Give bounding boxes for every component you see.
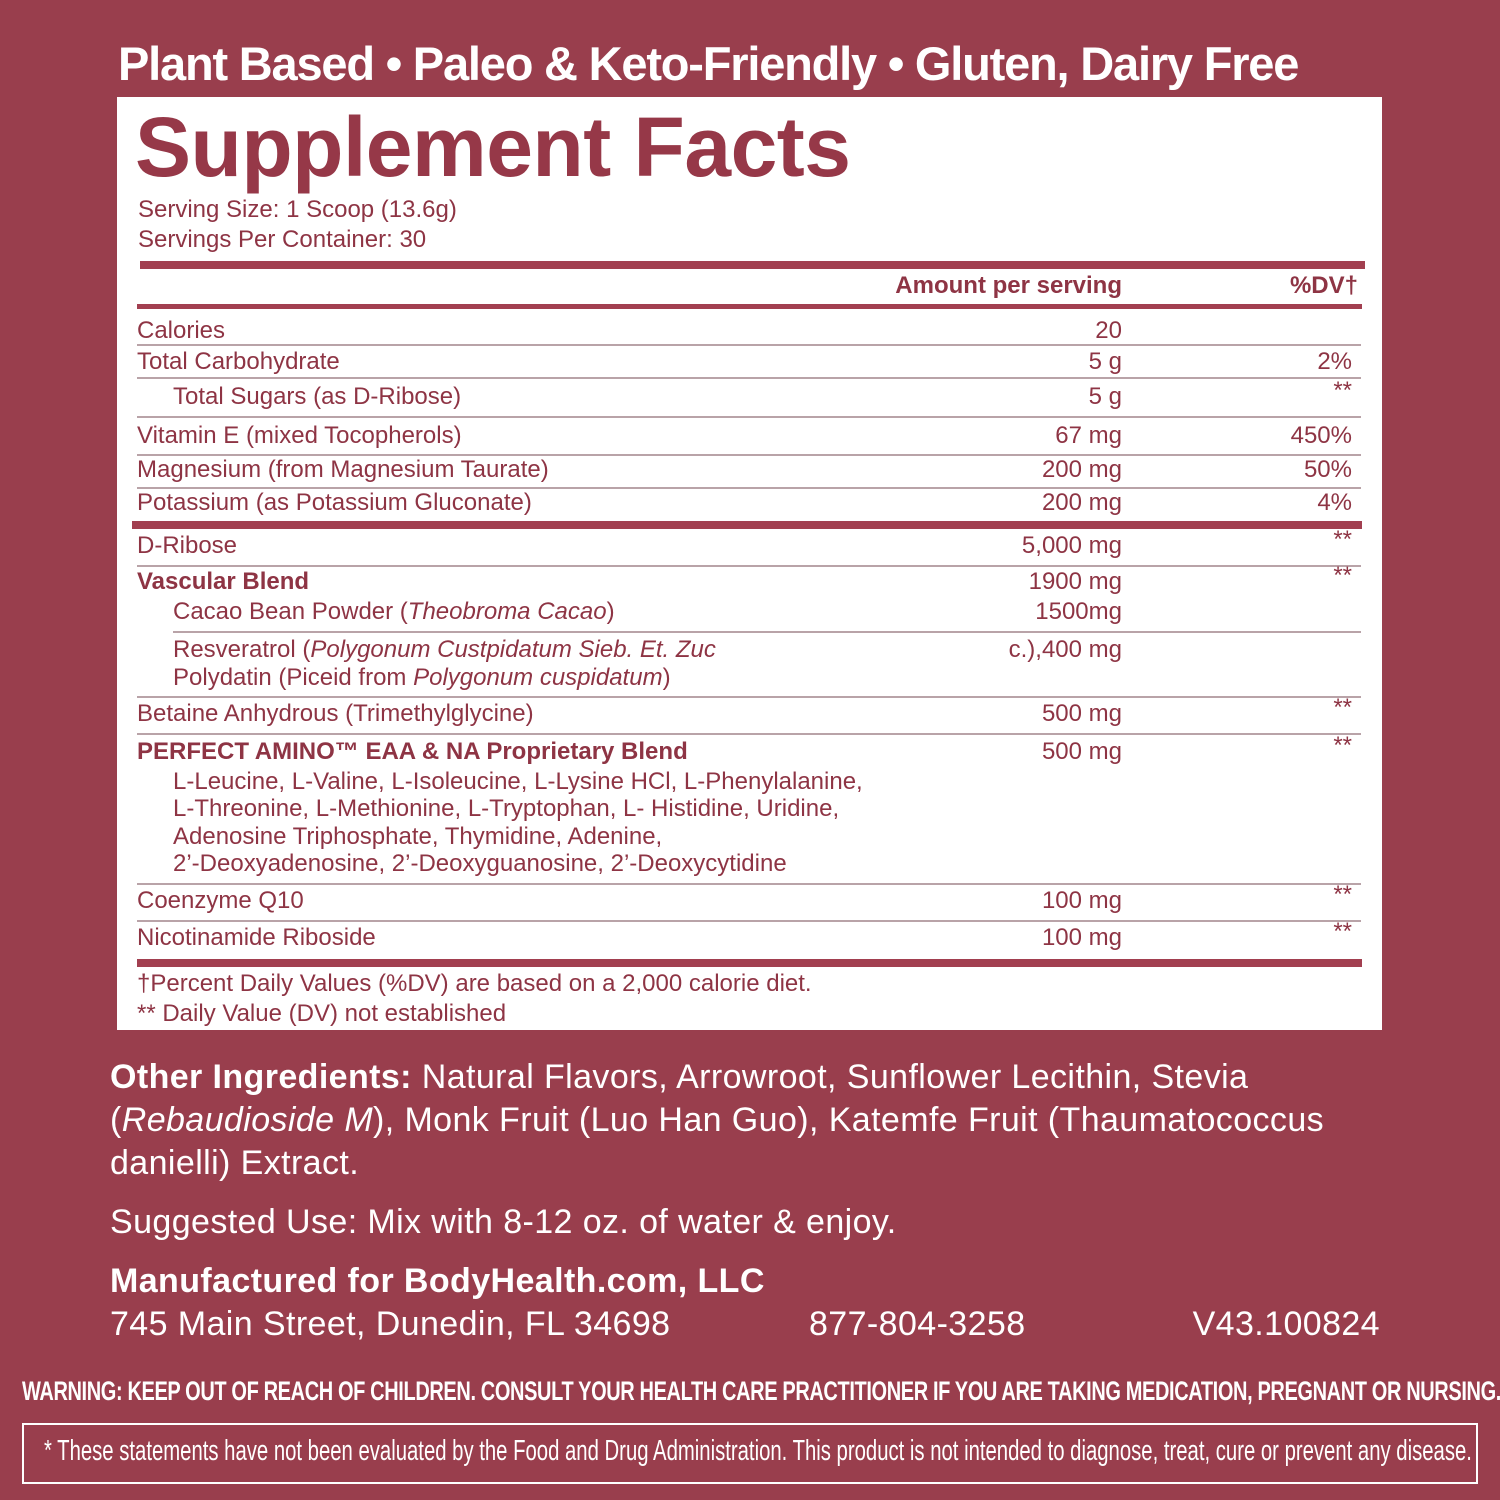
divider bbox=[140, 261, 1365, 269]
amino-list-line: 2’-Deoxyadenosine, 2’-Deoxyguanosine, 2’… bbox=[173, 850, 787, 877]
divider bbox=[137, 304, 1362, 309]
nutrient-dv: ** bbox=[1333, 732, 1352, 759]
nutrient-dv: 50% bbox=[1303, 456, 1352, 483]
divider bbox=[137, 733, 1361, 735]
nutrient-name: Coenzyme Q10 bbox=[137, 887, 304, 914]
nutrient-amount: 5 g bbox=[1088, 348, 1122, 375]
nutrient-amount: 1900 mg bbox=[1028, 568, 1122, 595]
nutrient-name: Vascular Blend bbox=[137, 568, 310, 595]
nutrient-name: Total Sugars (as D-Ribose) bbox=[173, 383, 462, 410]
serving-size: Serving Size: 1 Scoop (13.6g) bbox=[138, 196, 457, 223]
nutrient-name: D-Ribose bbox=[137, 532, 238, 559]
nutrient-amount: 100 mg bbox=[1041, 887, 1122, 914]
nutrient-name: Nicotinamide Riboside bbox=[137, 924, 376, 951]
nutrient-amount: 100 mg bbox=[1041, 924, 1122, 951]
nutrient-dv: ** bbox=[1333, 377, 1352, 404]
nutrient-name: Resveratrol (Polygonum Custpidatum Sieb.… bbox=[173, 636, 716, 663]
other-ingredients: Other Ingredients: Natural Flavors, Arro… bbox=[110, 1058, 1325, 1182]
divider bbox=[137, 487, 1361, 489]
nutrient-name: PERFECT AMINO™ EAA & NA Proprietary Blen… bbox=[137, 738, 688, 765]
divider bbox=[173, 631, 1361, 633]
amino-list-line: L-Threonine, L-Methionine, L-Tryptophan,… bbox=[173, 795, 840, 822]
nutrient-dv: 450% bbox=[1290, 422, 1352, 449]
divider bbox=[137, 416, 1361, 418]
nutrient-dv: ** bbox=[1333, 918, 1352, 945]
footnote-dv: †Percent Daily Values (%DV) are based on… bbox=[137, 970, 812, 997]
divider bbox=[132, 521, 1362, 529]
nutrient-amount: 200 mg bbox=[1041, 456, 1122, 483]
nutrient-amount: 200 mg bbox=[1041, 489, 1122, 516]
divider bbox=[137, 377, 1361, 379]
supplement-facts-panel: Supplement Facts Serving Size: 1 Scoop (… bbox=[117, 97, 1382, 1030]
disclaimer-box bbox=[22, 1423, 1478, 1484]
divider bbox=[137, 344, 1361, 346]
nutrient-name: Potassium (as Potassium Gluconate) bbox=[137, 489, 532, 516]
version-code: V43.100824 bbox=[1192, 1305, 1380, 1343]
header-dv: %DV† bbox=[1289, 272, 1358, 299]
nutrient-name: Cacao Bean Powder (Theobroma Cacao) bbox=[173, 598, 615, 625]
nutrient-dv: ** bbox=[1333, 694, 1352, 721]
nutrient-dv: ** bbox=[1333, 526, 1352, 553]
facts-title: Supplement Facts bbox=[135, 100, 851, 194]
nutrient-dv: ** bbox=[1333, 881, 1352, 908]
fda-disclaimer: * These statements have not been evaluat… bbox=[44, 1435, 1472, 1467]
manufacturer-address: 745 Main Street, Dunedin, FL 34698 bbox=[110, 1305, 671, 1343]
header-amount: Amount per serving bbox=[895, 272, 1122, 299]
nutrient-name: Calories bbox=[137, 317, 226, 344]
divider bbox=[137, 696, 1361, 698]
servings-per-container: Servings Per Container: 30 bbox=[138, 226, 427, 253]
nutrient-amount: 5,000 mg bbox=[1021, 532, 1122, 559]
nutrient-amount: 500 mg bbox=[1041, 700, 1122, 727]
amino-list-line: Adenosine Triphosphate, Thymidine, Adeni… bbox=[173, 823, 663, 850]
nutrient-amount: 20 bbox=[1095, 317, 1122, 344]
nutrient-name: Betaine Anhydrous (Trimethylglycine) bbox=[137, 700, 534, 727]
divider bbox=[137, 959, 1362, 967]
nutrient-name: Total Carbohydrate bbox=[137, 348, 340, 375]
divider bbox=[137, 920, 1361, 922]
divider bbox=[137, 565, 1361, 567]
footnote-not-established: ** Daily Value (DV) not established bbox=[137, 1000, 507, 1027]
nutrient-amount: 500 mg bbox=[1041, 738, 1122, 765]
nutrient-name: Polydatin (Piceid from Polygonum cuspida… bbox=[173, 664, 671, 691]
suggested-use: Suggested Use: Mix with 8-12 oz. of wate… bbox=[110, 1203, 897, 1241]
manufacturer-name: Manufactured for BodyHealth.com, LLC bbox=[110, 1262, 765, 1300]
nutrient-amount: c.),400 mg bbox=[1008, 636, 1122, 663]
nutrient-amount: 67 mg bbox=[1055, 422, 1122, 449]
divider bbox=[137, 883, 1361, 885]
divider bbox=[137, 454, 1361, 456]
headline: Plant Based • Paleo & Keto-Friendly • Gl… bbox=[118, 37, 1299, 90]
nutrient-dv: ** bbox=[1333, 562, 1352, 589]
nutrient-dv: 2% bbox=[1317, 348, 1352, 375]
warning-text: WARNING: KEEP OUT OF REACH OF CHILDREN. … bbox=[22, 1376, 1500, 1406]
amino-list-line: L-Leucine, L-Valine, L-Isoleucine, L-Lys… bbox=[173, 768, 863, 795]
nutrient-name: Vitamin E (mixed Tocopherols) bbox=[137, 422, 462, 449]
nutrient-amount: 5 g bbox=[1088, 383, 1122, 410]
nutrient-amount: 1500mg bbox=[1035, 598, 1122, 625]
nutrient-dv: 4% bbox=[1317, 489, 1352, 516]
manufacturer-phone: 877-804-3258 bbox=[809, 1305, 1026, 1343]
nutrient-name: Magnesium (from Magnesium Taurate) bbox=[137, 456, 549, 483]
